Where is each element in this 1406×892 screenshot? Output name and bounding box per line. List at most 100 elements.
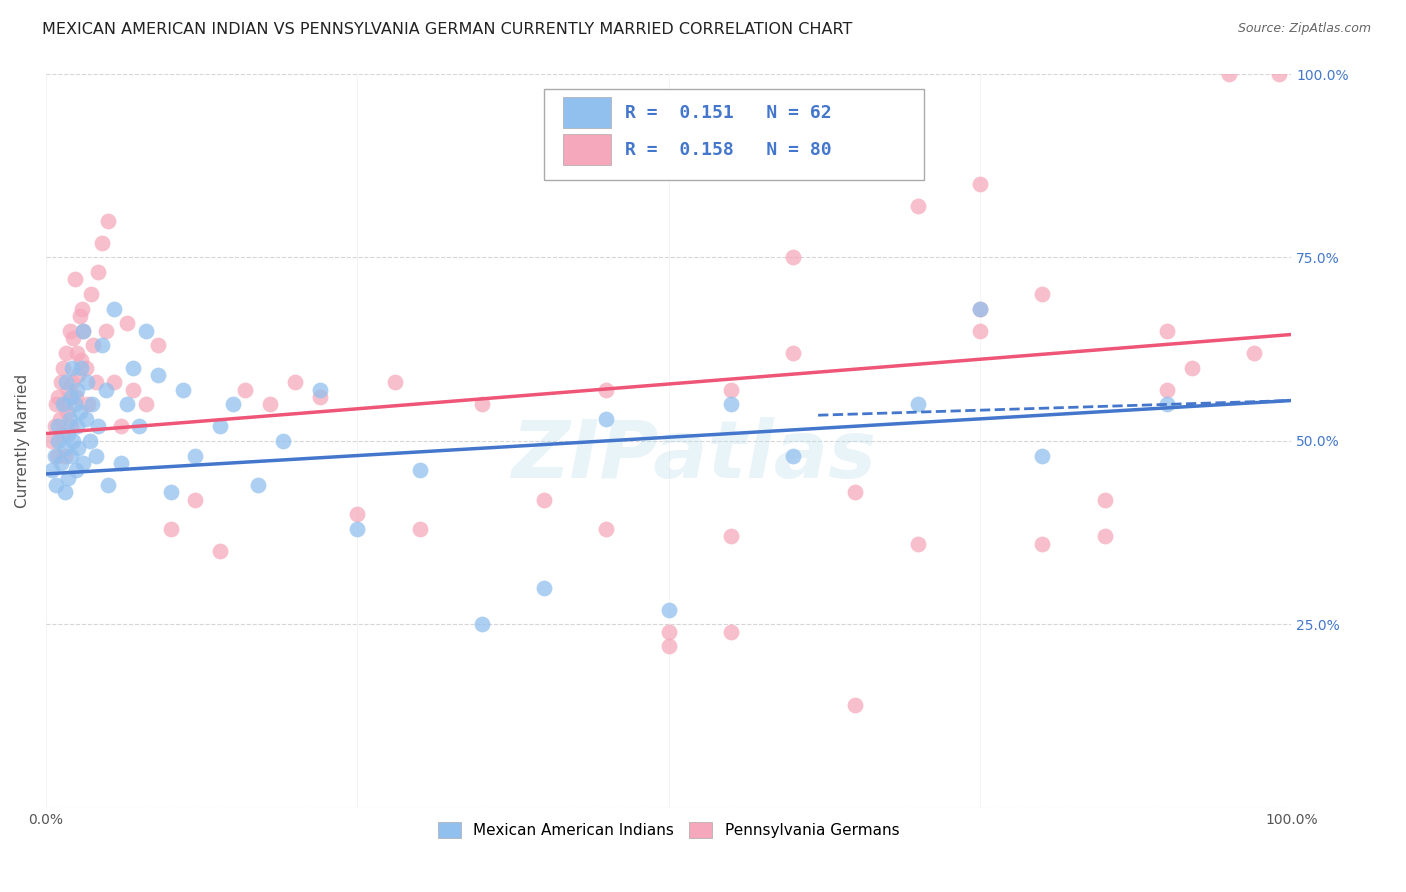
Text: MEXICAN AMERICAN INDIAN VS PENNSYLVANIA GERMAN CURRENTLY MARRIED CORRELATION CHA: MEXICAN AMERICAN INDIAN VS PENNSYLVANIA … — [42, 22, 852, 37]
Point — [66, 383, 89, 397]
Point — [41, 434, 63, 448]
Point — [84, 375, 107, 389]
Point — [67, 368, 90, 382]
Point — [346, 508, 368, 522]
Point — [87, 265, 110, 279]
Point — [146, 338, 169, 352]
Point — [66, 346, 89, 360]
Point — [51, 426, 73, 441]
Point — [122, 360, 145, 375]
Point — [59, 324, 82, 338]
Point — [103, 301, 125, 316]
Y-axis label: Currently Married: Currently Married — [15, 374, 30, 508]
Point — [53, 441, 76, 455]
Point — [782, 346, 804, 360]
Point — [658, 624, 681, 639]
Point — [172, 383, 194, 397]
Point — [59, 419, 82, 434]
Point — [58, 426, 80, 441]
FancyBboxPatch shape — [544, 88, 924, 180]
Text: ZIPatlas: ZIPatlas — [510, 417, 876, 494]
Point — [184, 492, 207, 507]
Text: Source: ZipAtlas.com: Source: ZipAtlas.com — [1237, 22, 1371, 36]
Point — [59, 390, 82, 404]
Point — [1031, 287, 1053, 301]
Point — [66, 419, 89, 434]
Point — [49, 375, 72, 389]
Point — [53, 397, 76, 411]
Point — [1031, 536, 1053, 550]
Point — [41, 463, 63, 477]
Point — [55, 346, 77, 360]
Point — [52, 360, 75, 375]
Point — [471, 617, 494, 632]
Point — [49, 456, 72, 470]
Point — [115, 317, 138, 331]
Point — [122, 383, 145, 397]
Point — [91, 235, 114, 250]
Point — [115, 397, 138, 411]
Point — [146, 368, 169, 382]
Point — [79, 434, 101, 448]
Point — [159, 522, 181, 536]
Point — [44, 419, 66, 434]
Point — [53, 449, 76, 463]
Point — [80, 397, 103, 411]
Point — [62, 434, 84, 448]
Point — [844, 485, 866, 500]
Point — [471, 397, 494, 411]
Point — [128, 419, 150, 434]
Point — [658, 602, 681, 616]
Point — [72, 456, 94, 470]
Point — [63, 397, 86, 411]
Point — [48, 434, 70, 448]
Point — [720, 383, 742, 397]
Point — [284, 375, 307, 389]
Point — [595, 522, 617, 536]
Point — [87, 419, 110, 434]
Point — [48, 419, 70, 434]
Point — [69, 353, 91, 368]
Point — [309, 390, 332, 404]
Point — [782, 449, 804, 463]
Point — [533, 581, 555, 595]
Point — [97, 213, 120, 227]
Point — [1268, 67, 1291, 81]
Point — [1031, 449, 1053, 463]
Point — [72, 324, 94, 338]
Point — [70, 301, 93, 316]
Point — [55, 375, 77, 389]
Point — [782, 251, 804, 265]
Point — [46, 449, 69, 463]
Point — [1181, 360, 1204, 375]
FancyBboxPatch shape — [562, 97, 612, 128]
Point — [720, 529, 742, 543]
Point — [65, 463, 87, 477]
Point — [77, 397, 100, 411]
Legend: Mexican American Indians, Pennsylvania Germans: Mexican American Indians, Pennsylvania G… — [432, 816, 905, 844]
Point — [72, 324, 94, 338]
Point — [97, 478, 120, 492]
Point — [48, 390, 70, 404]
Point — [844, 698, 866, 712]
Point — [259, 397, 281, 411]
Point — [60, 360, 83, 375]
Point — [209, 544, 232, 558]
Point — [94, 383, 117, 397]
Point — [907, 536, 929, 550]
Point — [233, 383, 256, 397]
Point — [48, 412, 70, 426]
Point — [63, 272, 86, 286]
Point — [309, 383, 332, 397]
Text: R =  0.151   N = 62: R = 0.151 N = 62 — [626, 103, 832, 122]
Point — [67, 441, 90, 455]
Point — [658, 640, 681, 654]
Point — [408, 463, 430, 477]
Point — [969, 177, 991, 191]
Point — [69, 309, 91, 323]
Point — [82, 338, 104, 352]
Point — [408, 522, 430, 536]
Point — [1094, 492, 1116, 507]
FancyBboxPatch shape — [562, 134, 612, 165]
Point — [75, 412, 97, 426]
